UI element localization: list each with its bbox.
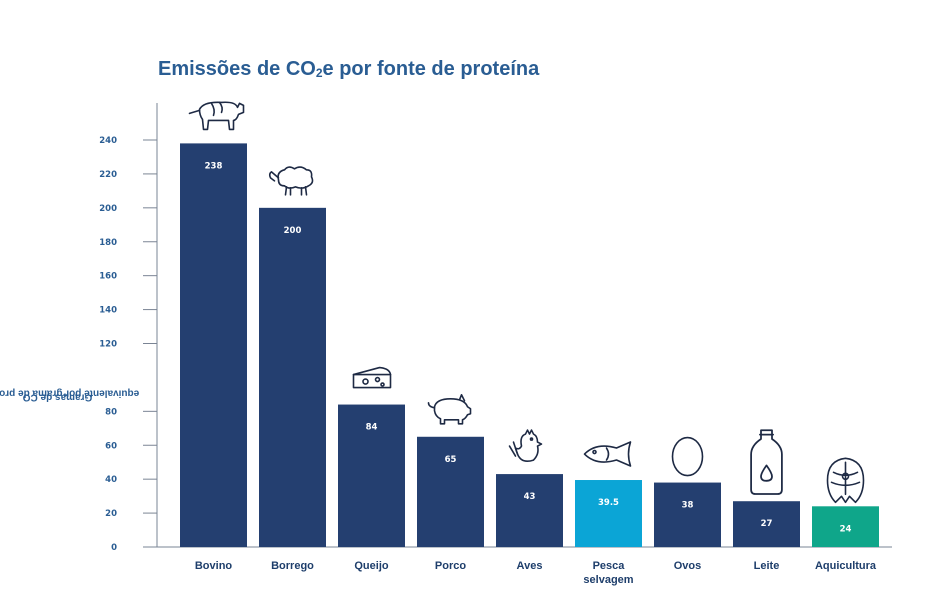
- y-tick-label: 140: [99, 306, 117, 316]
- chart-title: Emissões de CO2e por fonte de proteína: [158, 58, 540, 80]
- pig-icon: [427, 393, 472, 425]
- category-label: Queijo: [354, 560, 389, 572]
- bar-value-label: 39.5: [598, 498, 619, 508]
- bar-value-label: 84: [366, 423, 378, 433]
- y-tick-label: 120: [99, 340, 117, 350]
- bar: [417, 436, 484, 547]
- bar: [338, 404, 405, 547]
- sheep-icon: [268, 166, 314, 196]
- bar-value-label: 65: [445, 455, 457, 465]
- bar: [812, 506, 879, 547]
- y-tick-label: 200: [99, 204, 117, 214]
- bar: [654, 482, 721, 547]
- y-tick-label: 180: [99, 238, 117, 248]
- milk-bottle-icon: [750, 429, 783, 495]
- bar-value-label: 238: [205, 161, 223, 171]
- fish-icon: [583, 441, 632, 467]
- category-label: Ovos: [674, 560, 702, 572]
- y-tick-label: 160: [99, 272, 117, 282]
- category-label: Leite: [754, 560, 780, 572]
- bar: [180, 143, 247, 547]
- bar: [733, 501, 800, 547]
- category-label: Pesca selvagem: [583, 560, 633, 586]
- category-label: Aquicultura: [815, 560, 877, 572]
- y-tick-label: 0: [111, 543, 117, 553]
- category-label: Aves: [517, 560, 543, 572]
- y-tick-label: 220: [99, 170, 117, 180]
- category-label: Borrego: [271, 560, 314, 572]
- bar-value-label: 24: [840, 524, 852, 534]
- y-tick-label: 80: [105, 407, 117, 417]
- category-label: Porco: [435, 560, 466, 572]
- bar: [575, 480, 642, 547]
- bar-value-label: 27: [761, 519, 773, 529]
- y-tick-label: 240: [99, 136, 117, 146]
- cow-icon: [188, 101, 245, 131]
- bar-value-label: 200: [284, 226, 302, 236]
- bar: [496, 474, 563, 547]
- y-tick-label: 20: [105, 509, 117, 519]
- bar-value-label: 43: [524, 492, 536, 502]
- bar: [259, 207, 326, 548]
- chicken-icon: [508, 429, 543, 463]
- cheese-icon: [352, 366, 392, 389]
- egg-icon: [671, 436, 704, 477]
- y-tick-label: 60: [105, 441, 117, 451]
- bar-value-label: 38: [682, 501, 694, 511]
- category-label: Bovino: [195, 560, 233, 572]
- fish-steak-icon: [826, 457, 865, 504]
- y-tick-label: 40: [105, 475, 117, 485]
